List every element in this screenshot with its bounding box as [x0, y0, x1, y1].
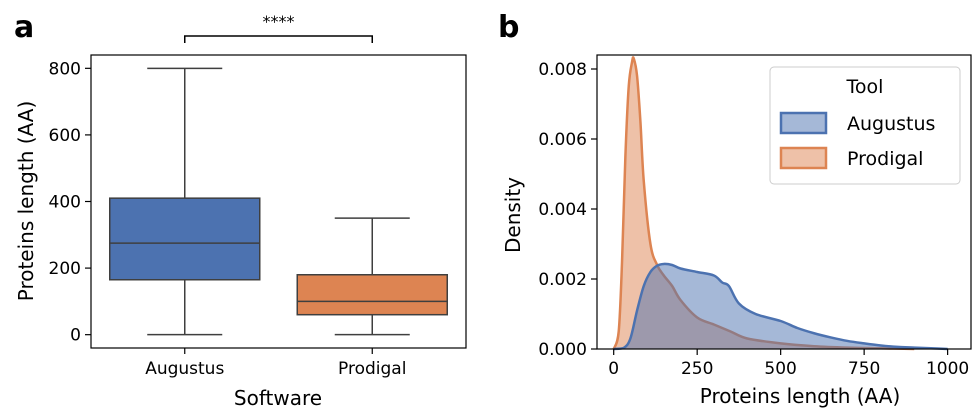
panel-b-ytick-label: 0.004 — [538, 200, 587, 220]
panel-b-ytick-label: 0.002 — [538, 270, 587, 290]
panel-b-legend: Tool Augustus Prodigal — [769, 66, 961, 185]
panel-a-xtick-label: Prodigal — [338, 359, 406, 379]
panel-b-ytick-label: 0.000 — [538, 340, 587, 360]
panel-a-letter: a — [14, 10, 34, 45]
legend-label-prodigal: Prodigal — [847, 148, 923, 170]
panel-b-xtick-label: 250 — [681, 359, 713, 379]
legend-swatch-augustus — [779, 111, 828, 135]
legend-label-augustus: Augustus — [847, 113, 935, 135]
panel-a-ytick-label: 0 — [70, 326, 81, 346]
legend-title: Tool — [846, 76, 884, 98]
significance-label: **** — [263, 12, 295, 31]
panel-b-ytick-label: 0.006 — [538, 130, 587, 150]
panel-a-xtick-label: Augustus — [145, 359, 224, 379]
panel-a-frame — [90, 54, 467, 349]
panel-b-xtick-label: 750 — [848, 359, 880, 379]
panel-a-ylabel: Proteins length (AA) — [14, 101, 38, 302]
panel-b-xlabel: Proteins length (AA) — [700, 384, 901, 408]
panel-b-ytick-label: 0.008 — [538, 60, 587, 80]
density-line-augustus — [613, 262, 948, 351]
panel-a-ytick-label: 800 — [49, 59, 81, 79]
box-prodigal — [296, 274, 448, 316]
panel-b-xtick-label: 1000 — [926, 359, 969, 379]
panel-b-frame — [596, 54, 972, 350]
panel-b: b 0 250 500 750 1000 0.000 0.002 0.004 0.006 0.00… — [498, 10, 972, 408]
panel-a-ytick-label: 600 — [49, 126, 81, 146]
panel-b-xtick-label: 500 — [764, 359, 796, 379]
box-augustus — [109, 197, 261, 281]
panel-a-xlabel: Software — [234, 386, 322, 408]
significance-bracket — [184, 35, 373, 43]
density-area-augustus — [613, 263, 948, 349]
panel-a: a 0 200 400 600 800 Augustus Prodigal **** Soft… — [14, 10, 467, 408]
panel-b-ylabel: Density — [501, 177, 525, 253]
panel-a-ytick-label: 400 — [49, 193, 81, 213]
panel-b-letter: b — [498, 10, 519, 45]
panel-b-xtick-label: 0 — [608, 359, 619, 379]
panel-a-ytick-label: 200 — [49, 259, 81, 279]
legend-swatch-prodigal — [779, 146, 828, 170]
